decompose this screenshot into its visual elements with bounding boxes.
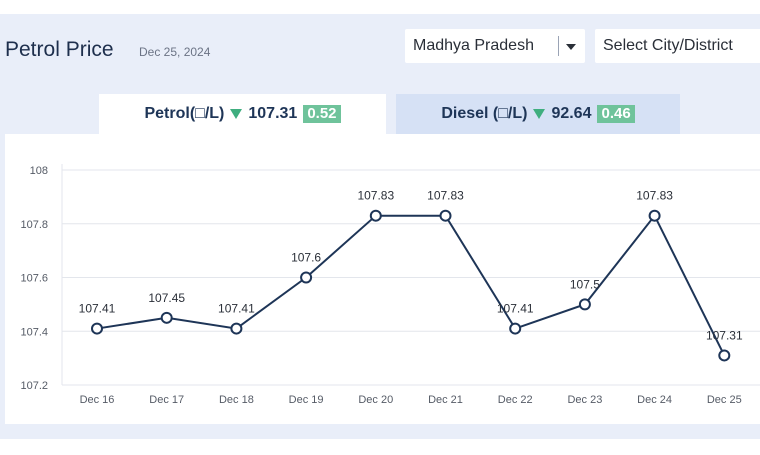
- state-select-value: Madhya Pradesh: [413, 37, 534, 54]
- line-chart-svg: 107.2 107.4 107.6 107.8 108 Dec 16 Dec 17 Dec 1…: [20, 164, 760, 406]
- data-label: 107.83: [636, 189, 673, 203]
- data-label: 107.31: [706, 328, 743, 342]
- city-select[interactable]: Select City/District: [595, 29, 760, 63]
- x-tick-label: Dec 17: [149, 394, 184, 406]
- city-select-value: Select City/District: [603, 37, 733, 54]
- x-tick-label: Dec 22: [498, 394, 533, 406]
- petrol-tab-label: Petrol(□/L): [144, 105, 225, 122]
- data-label: 107.83: [427, 189, 464, 203]
- data-point: [230, 322, 243, 335]
- x-tick-label: Dec 23: [567, 394, 602, 406]
- price-series-line: [96, 213, 726, 356]
- data-point: [439, 209, 452, 222]
- data-point: [300, 271, 313, 284]
- x-tick-label: Dec 18: [219, 394, 254, 406]
- petrol-price: 107.31: [248, 105, 298, 122]
- data-label: 107.41: [218, 302, 255, 316]
- data-label: 107.83: [357, 189, 394, 203]
- y-tick-label: 107.6: [20, 273, 48, 285]
- y-tick-label: 107.2: [20, 380, 48, 392]
- price-chart: 107.2 107.4 107.6 107.8 108 Dec 16 Dec 17 Dec 1…: [5, 134, 760, 424]
- data-label: 107.41: [497, 302, 534, 316]
- y-tick-label: 107.4: [20, 326, 48, 338]
- y-tick-label: 107.8: [20, 219, 48, 231]
- diesel-price: 92.64: [551, 105, 592, 122]
- data-point: [160, 311, 173, 324]
- data-point: [509, 322, 522, 335]
- data-label: 107.5: [570, 277, 600, 291]
- y-tick-label: 108: [30, 165, 48, 177]
- price-date: Dec 25, 2024: [139, 45, 211, 59]
- x-tick-label: Dec 21: [428, 394, 463, 406]
- down-arrow-icon: [230, 109, 243, 119]
- chevron-down-icon: [566, 44, 576, 50]
- data-point: [718, 349, 731, 362]
- down-arrow-icon: [533, 109, 546, 119]
- data-point: [648, 209, 661, 222]
- x-tick-label: Dec 24: [637, 394, 672, 406]
- petrol-change-badge: 0.52: [303, 105, 341, 123]
- data-label: 107.41: [79, 302, 116, 316]
- data-point: [369, 209, 382, 222]
- tab-diesel[interactable]: Diesel (□/L) 92.64 0.46: [396, 94, 680, 134]
- diesel-tab-label: Diesel (□/L): [441, 105, 528, 122]
- x-tick-label: Dec 20: [358, 394, 393, 406]
- state-select[interactable]: Madhya Pradesh: [405, 29, 585, 63]
- page-title: Petrol Price: [5, 38, 114, 61]
- data-label: 107.45: [148, 291, 185, 305]
- diesel-change-badge: 0.46: [597, 105, 635, 123]
- tab-petrol[interactable]: Petrol(□/L) 107.31 0.52: [99, 94, 386, 134]
- x-tick-label: Dec 19: [289, 394, 324, 406]
- x-tick-label: Dec 16: [80, 394, 115, 406]
- data-point: [578, 298, 591, 311]
- x-tick-label: Dec 25: [707, 394, 742, 406]
- select-divider: [558, 36, 559, 56]
- data-label: 107.6: [291, 251, 321, 265]
- data-point: [91, 322, 103, 335]
